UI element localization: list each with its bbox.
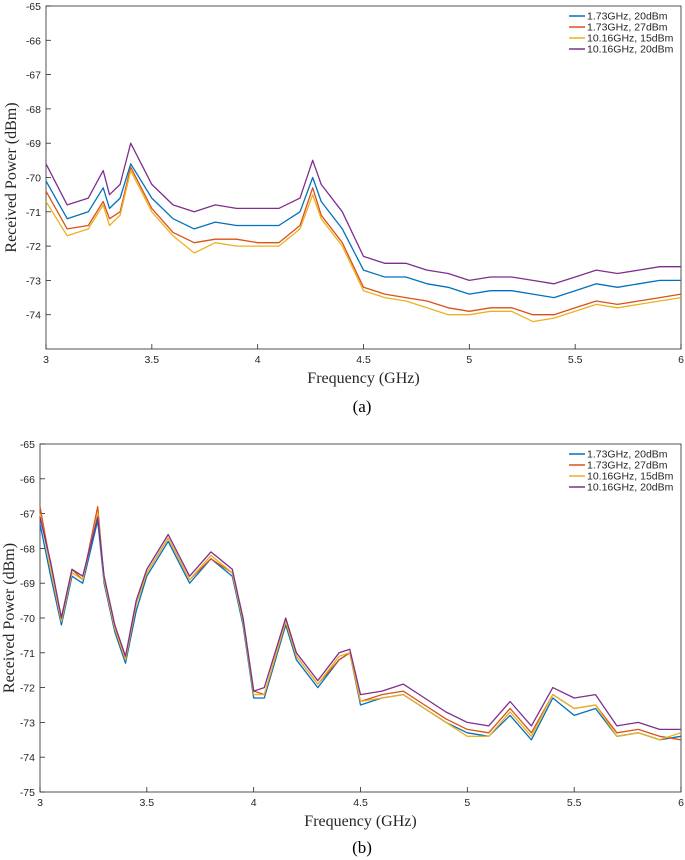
y-tick-label: -71 <box>20 648 35 660</box>
x-axis-label: Frequency (GHz) <box>304 813 416 830</box>
y-tick-label: -65 <box>20 439 35 451</box>
y-tick-label: -66 <box>20 474 35 486</box>
y-tick-label: -66 <box>26 35 41 47</box>
x-tick-label: 5 <box>466 354 472 366</box>
figure-caption: (b) <box>352 838 372 857</box>
x-tick-label: 3 <box>37 797 43 809</box>
chart-panel-a: -65 -66 -67 -68 -69 -70 -71 -72 -73 -74 3 3.5 4 4.5 5 5… <box>3 1 684 416</box>
legend-label: 10.16GHz, 15dBm <box>587 471 674 483</box>
x-tick-label: 5.5 <box>568 354 583 366</box>
x-tick-label: 4 <box>255 354 261 366</box>
plot-frame <box>45 5 682 350</box>
legend-label: 1.73GHz, 27dBm <box>587 460 668 472</box>
series-line-1 <box>45 163 681 299</box>
figure-caption: (a) <box>353 397 372 416</box>
y-tick-label: -68 <box>26 104 41 116</box>
legend-label: 1.73GHz, 20dBm <box>587 11 668 23</box>
y-tick-label: -67 <box>26 70 41 82</box>
series-line-4 <box>39 516 681 731</box>
y-tick-label: -65 <box>26 1 41 13</box>
y-axis-label: Received Power (dBm) <box>1 543 18 693</box>
legend-label: 10.16GHz, 15dBm <box>587 33 674 45</box>
y-tick-label: -72 <box>26 241 41 253</box>
y-tick-label: -67 <box>20 509 35 521</box>
y-tick-label: -68 <box>20 543 35 555</box>
y-tick-label: -73 <box>26 275 41 287</box>
legend-label: 1.73GHz, 27dBm <box>587 22 668 34</box>
y-tick-label: -74 <box>20 752 35 764</box>
y-axis-label: Received Power (dBm) <box>3 102 20 252</box>
legend-label: 10.16GHz, 20dBm <box>587 482 674 494</box>
x-tick-label: 6 <box>678 797 684 809</box>
series-line-2 <box>45 166 682 316</box>
y-tick-label: -69 <box>20 578 35 590</box>
y-tick-label: -69 <box>26 138 41 150</box>
plot-frame <box>39 443 682 793</box>
x-tick-label: 6 <box>678 354 684 366</box>
x-tick-label: 5.5 <box>567 797 582 809</box>
series-line-1 <box>39 519 682 741</box>
y-tick-label: -70 <box>20 613 35 625</box>
y-tick-label: -71 <box>26 207 41 219</box>
x-tick-label: 3.5 <box>145 354 160 366</box>
series-line-4 <box>45 142 681 285</box>
y-tick-label: -75 <box>20 787 35 799</box>
legend-label: 10.16GHz, 20dBm <box>587 44 674 56</box>
y-tick-label: -73 <box>20 717 35 729</box>
x-tick-label: 4 <box>251 797 257 809</box>
x-tick-label: 3 <box>43 354 49 366</box>
x-tick-label: 5 <box>464 797 470 809</box>
series-line-3 <box>45 169 682 323</box>
series-line-3 <box>39 512 682 741</box>
legend-label: 1.73GHz, 20dBm <box>587 449 668 461</box>
x-axis-label: Frequency (GHz) <box>307 370 419 387</box>
x-tick-label: 4.5 <box>353 797 368 809</box>
x-tick-label: 4.5 <box>356 354 371 366</box>
y-tick-label: -72 <box>20 683 35 695</box>
chart-panel-b: -65 -66 -67 -68 -69 -70 -71 -72 -73 -74 -753 3.5 4 4.… <box>1 439 684 857</box>
y-tick-label: -70 <box>26 173 41 185</box>
y-tick-label: -74 <box>26 310 41 322</box>
x-tick-label: 3.5 <box>140 797 155 809</box>
